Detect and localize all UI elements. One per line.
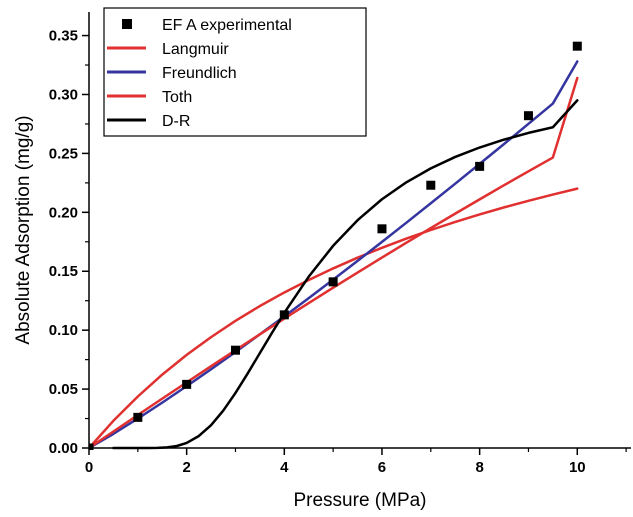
ticks: 0 2 4 6 8 10 0.00 0.05 0.10 0.15 0.20 0.25 0.30 0.35 (49, 28, 627, 476)
data-point (572, 41, 582, 51)
data-point (230, 345, 240, 355)
legend-label: EF A experimental (162, 17, 292, 34)
data-point (523, 111, 533, 121)
series-layer (89, 41, 582, 450)
y-tick-label: 0.15 (49, 263, 78, 280)
y-tick-label: 0.30 (49, 86, 78, 103)
y-tick-label: 0.05 (49, 381, 78, 398)
axes (88, 12, 631, 449)
x-tick-label: 4 (280, 459, 289, 476)
y-tick-label: 0.25 (49, 145, 78, 162)
legend-item: D-R (107, 113, 190, 130)
data-point (182, 379, 192, 389)
series-toth (89, 76, 579, 450)
y-tick-label: 0.00 (49, 440, 78, 457)
legend-label: Langmuir (162, 41, 229, 58)
series-line (112, 99, 579, 450)
legend-label: D-R (162, 113, 190, 130)
data-point (475, 161, 485, 171)
data-point (133, 412, 143, 422)
data-point (426, 180, 436, 190)
data-point (328, 277, 338, 287)
x-tick-label: 10 (569, 459, 586, 476)
series-langmuir (89, 187, 579, 450)
data-point (89, 443, 94, 450)
y-tick-label: 0.10 (49, 322, 78, 339)
y-tick-label: 0.35 (49, 28, 78, 45)
legend: EF A experimental Langmuir Freundlich Toth D… (103, 7, 367, 137)
series-d-r (112, 99, 579, 450)
series-points (89, 41, 582, 450)
legend-marker (122, 19, 132, 29)
legend-box (103, 7, 367, 137)
legend-item: EF A experimental (122, 17, 292, 34)
y-tick-label: 0.20 (49, 204, 78, 221)
legend-item: Toth (107, 89, 192, 106)
x-tick-label: 2 (182, 459, 190, 476)
legend-item: Langmuir (107, 41, 229, 58)
y-axis-title: Absolute Adsorption (mg/g) (13, 115, 34, 344)
data-point (377, 224, 387, 234)
x-tick-label: 8 (475, 459, 483, 476)
x-tick-label: 6 (378, 459, 386, 476)
legend-item: Freundlich (107, 65, 237, 82)
legend-label: Toth (162, 89, 192, 106)
series-line (89, 187, 579, 450)
data-point (279, 310, 289, 320)
x-tick-label: 0 (85, 459, 93, 476)
series-line (89, 76, 579, 450)
x-axis-title: Pressure (MPa) (293, 490, 426, 511)
legend-label: Freundlich (162, 65, 237, 82)
